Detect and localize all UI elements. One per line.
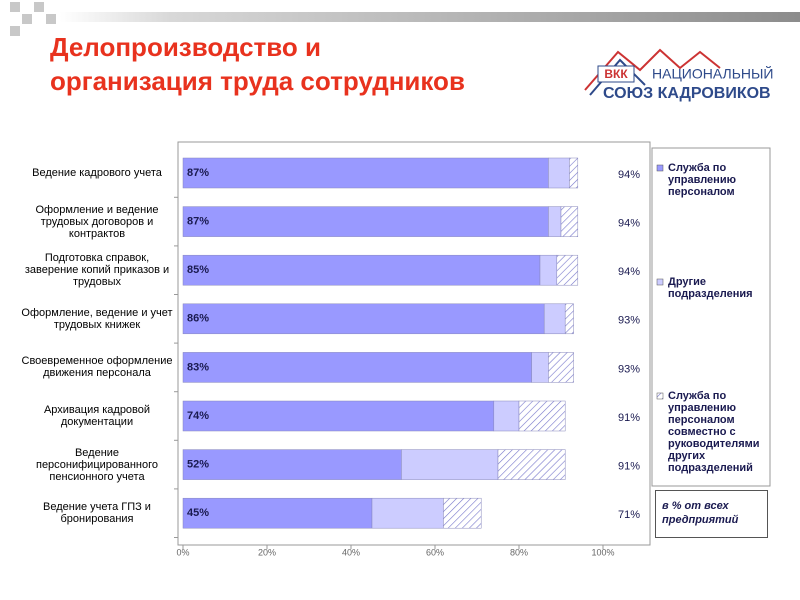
total-label: 94% xyxy=(618,218,640,230)
note: в % от всех предприятий xyxy=(655,490,768,538)
logo-line1: НАЦИОНАЛЬНЫЙ xyxy=(652,65,773,82)
total-label: 91% xyxy=(618,412,640,424)
category-label: Оформление, ведение и учет трудовых книж… xyxy=(21,306,173,331)
total-label: 94% xyxy=(618,266,640,278)
bar-segment xyxy=(497,449,566,480)
bar-segment xyxy=(556,254,579,286)
value-label: 87% xyxy=(187,216,209,228)
bar-segment xyxy=(182,303,545,335)
bar-segment xyxy=(371,497,444,529)
category-label: Архивация кадровой документации xyxy=(43,404,151,428)
x-tick-label: 20% xyxy=(258,547,276,557)
bar-segment xyxy=(518,400,566,432)
deco-squares xyxy=(10,2,56,36)
bar-segment xyxy=(548,206,562,237)
legend-label: Другие подразделения xyxy=(668,276,753,300)
bar-segment xyxy=(443,497,482,529)
x-tick-label: 0% xyxy=(176,547,189,557)
bar-segment xyxy=(182,400,495,432)
category-label: Своевременное оформление движения персон… xyxy=(21,355,173,380)
logo-line2: СОЮЗ КАДРОВИКОВ xyxy=(603,85,771,102)
x-tick-label: 60% xyxy=(426,547,444,557)
top-bar xyxy=(60,12,800,22)
bar-segment xyxy=(182,157,549,189)
plot-frame xyxy=(177,141,651,546)
total-label: 94% xyxy=(618,169,640,181)
value-label: 74% xyxy=(187,410,209,422)
bar-segment xyxy=(182,497,373,529)
total-label: 91% xyxy=(618,461,640,473)
bar-segment xyxy=(401,449,499,480)
bar-segment xyxy=(182,206,549,237)
bar-segment xyxy=(493,400,520,432)
legend-frame xyxy=(651,147,771,487)
category-label: Оформление и ведение трудовых договоров … xyxy=(35,203,159,240)
bar-segment xyxy=(539,254,558,286)
logo-abbr: ВКК xyxy=(604,67,628,81)
legend-swatch xyxy=(656,164,664,172)
value-label: 86% xyxy=(187,313,209,325)
category-label: Ведение учета ГПЗ и бронирования xyxy=(43,501,151,526)
category-label: Ведение персонифицированного пенсионного… xyxy=(35,446,159,483)
x-tick-label: 100% xyxy=(591,547,614,557)
total-label: 71% xyxy=(618,509,640,521)
total-label: 93% xyxy=(618,363,640,375)
legend-swatch xyxy=(656,278,664,286)
value-label: 83% xyxy=(187,361,209,373)
bar-segment xyxy=(569,157,579,189)
value-label: 45% xyxy=(187,507,209,519)
legend-label: Служба по управлению персоналом совместн… xyxy=(668,390,760,474)
bar-segment xyxy=(543,303,566,335)
bar-segment xyxy=(548,157,570,189)
bar-segment xyxy=(182,254,541,286)
value-label: 52% xyxy=(187,459,209,471)
bar-segment xyxy=(531,352,549,383)
value-label: 87% xyxy=(187,167,209,179)
category-label: Подготовка справок, заверение копий прик… xyxy=(24,252,170,289)
x-tick-label: 40% xyxy=(342,547,360,557)
bar-segment xyxy=(560,206,579,237)
bar-segment xyxy=(548,352,574,383)
bar-segment xyxy=(182,449,402,480)
title: Делопроизводство и организация труда сот… xyxy=(50,32,465,96)
bar-segment xyxy=(564,303,574,335)
category-label: Ведение кадрового учета xyxy=(32,167,162,179)
bar-segment xyxy=(182,352,532,383)
legend-swatch xyxy=(656,392,664,400)
value-label: 85% xyxy=(187,264,209,276)
total-label: 93% xyxy=(618,315,640,327)
logo: ВКК НАЦИОНАЛЬНЫЙ СОЮЗ КАДРОВИКОВ xyxy=(584,48,773,102)
legend-label: Служба по управлению персоналом xyxy=(668,162,736,198)
x-tick-label: 80% xyxy=(510,547,528,557)
